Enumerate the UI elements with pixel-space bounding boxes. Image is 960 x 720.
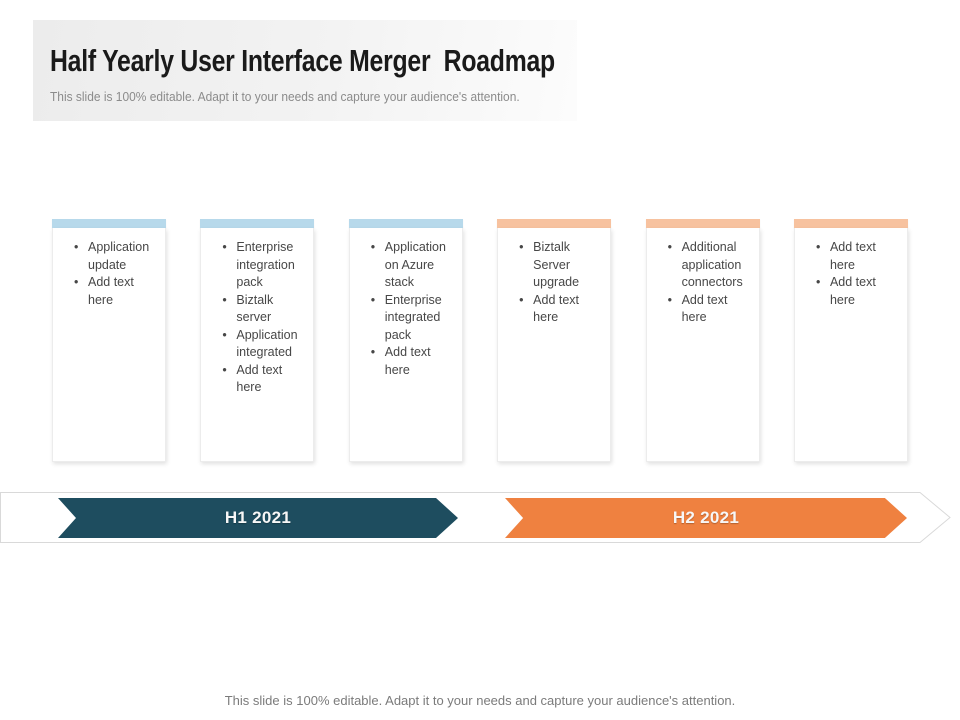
header-box: Half Yearly User Interface Merger Roadma… (33, 20, 577, 121)
bullet-item: Application integrated (222, 327, 307, 362)
card-accent-bar (793, 219, 908, 228)
roadmap-card-4: Biztalk Server upgradeAdd text here (497, 219, 612, 462)
page-title: Half Yearly User Interface Merger Roadma… (50, 43, 555, 78)
card-accent-bar (52, 219, 166, 228)
bullet-item: Application on Azure stack (371, 239, 456, 292)
card-bullet-list: Enterprise integration packBiztalk serve… (201, 228, 313, 397)
h2-arrow-label: H2 2021 (672, 508, 740, 527)
bullet-item: Add text here (519, 292, 604, 327)
card-body: Additional application connectorsAdd tex… (645, 228, 760, 462)
card-body: Enterprise integration packBiztalk serve… (200, 228, 315, 462)
card-bullet-list: Biztalk Server upgradeAdd text here (498, 228, 610, 327)
cards-row: Application updateAdd text hereEnterpris… (52, 219, 908, 462)
page-subtitle: This slide is 100% editable. Adapt it to… (50, 89, 520, 104)
footer-note: This slide is 100% editable. Adapt it to… (224, 693, 736, 708)
h1-arrow: H1 2021 (58, 498, 458, 538)
card-body: Application on Azure stackEnterprise int… (348, 228, 463, 462)
roadmap-card-5: Additional application connectorsAdd tex… (645, 219, 760, 462)
roadmap-card-3: Application on Azure stackEnterprise int… (348, 219, 463, 462)
bullet-item: Add text here (74, 274, 159, 309)
roadmap-card-1: Application updateAdd text here (52, 219, 166, 462)
bullet-item: Add text here (668, 292, 753, 327)
bullet-item: Additional application connectors (668, 239, 753, 292)
bullet-item: Add text here (222, 362, 307, 397)
h2-arrow: H2 2021 (505, 498, 907, 538)
bullet-item: Enterprise integration pack (222, 239, 307, 292)
roadmap-card-2: Enterprise integration packBiztalk serve… (200, 219, 315, 462)
card-accent-bar (200, 219, 315, 228)
card-bullet-list: Application updateAdd text here (53, 228, 165, 309)
bullet-item: Add text here (816, 239, 901, 274)
bullet-item: Add text here (816, 274, 901, 309)
card-accent-bar (497, 219, 612, 228)
card-bullet-list: Add text hereAdd text here (795, 228, 907, 309)
roadmap-card-6: Add text hereAdd text here (793, 219, 908, 462)
card-accent-bar (645, 219, 760, 228)
card-accent-bar (348, 219, 463, 228)
card-body: Application updateAdd text here (52, 228, 166, 462)
bullet-item: Biztalk Server upgrade (519, 239, 604, 292)
card-body: Biztalk Server upgradeAdd text here (497, 228, 612, 462)
bullet-item: Add text here (371, 344, 456, 379)
bullet-item: Application update (74, 239, 159, 274)
h1-arrow-label: H1 2021 (224, 508, 292, 527)
card-bullet-list: Additional application connectorsAdd tex… (647, 228, 759, 327)
bullet-item: Biztalk server (222, 292, 307, 327)
card-body: Add text hereAdd text here (793, 228, 908, 462)
card-bullet-list: Application on Azure stackEnterprise int… (350, 228, 462, 379)
bullet-item: Enterprise integrated pack (371, 292, 456, 345)
